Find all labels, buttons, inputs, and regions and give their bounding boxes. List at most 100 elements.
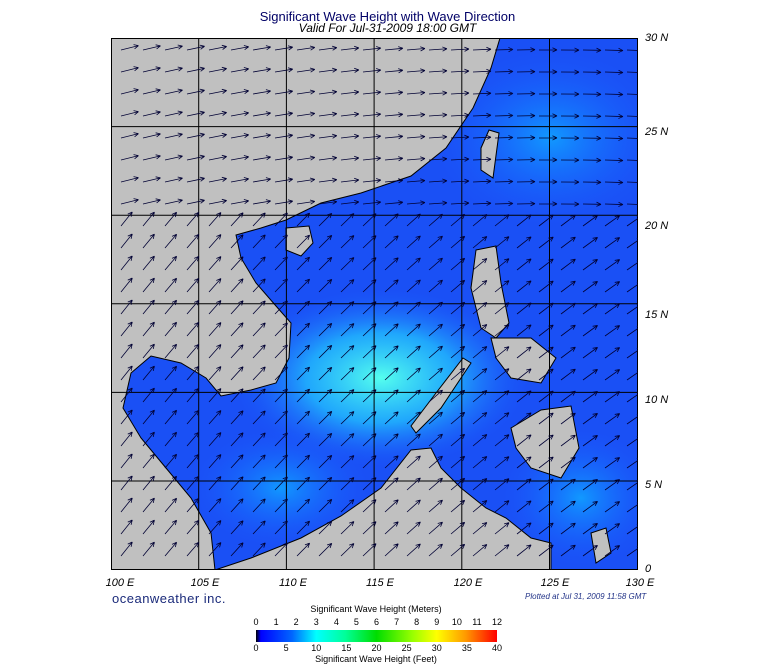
wave-arrow: [296, 177, 316, 183]
wave-arrow: [626, 369, 638, 381]
wave-arrow: [384, 90, 404, 96]
wave-arrow: [472, 434, 488, 447]
wave-arrow: [450, 90, 470, 96]
wave-arrow: [296, 432, 310, 447]
wave-arrow: [538, 544, 554, 557]
wave-arrow: [164, 365, 178, 381]
wave-arrow: [384, 411, 399, 425]
wave-arrow: [604, 457, 621, 469]
wave-arrow: [428, 389, 443, 403]
wave-arrow: [274, 155, 294, 161]
wave-arrow: [252, 454, 266, 469]
wave-arrow: [472, 280, 488, 293]
wave-arrow: [406, 156, 426, 162]
borneo: [214, 447, 552, 570]
wave-arrow: [362, 433, 377, 447]
wave-arrow: [384, 323, 399, 337]
wave-arrow: [208, 542, 222, 557]
wave-arrow: [362, 68, 382, 74]
wave-arrow: [516, 368, 532, 381]
meters-tick: 8: [414, 617, 420, 627]
wave-arrow: [406, 543, 421, 557]
wave-arrow: [230, 89, 249, 95]
wave-arrow: [604, 135, 624, 141]
wave-arrow: [626, 523, 638, 535]
wave-arrow: [362, 156, 382, 162]
wave-arrow: [494, 390, 510, 403]
wave-arrow: [472, 156, 492, 162]
wave-arrow: [230, 111, 249, 117]
wave-arrow: [428, 178, 448, 184]
plotted-timestamp: Plotted at Jul 31, 2009 11:58 GMT: [525, 592, 647, 601]
wave-arrow: [120, 453, 133, 469]
wave-arrow: [120, 88, 139, 95]
wave-arrow: [274, 300, 288, 315]
wave-arrow: [274, 520, 288, 535]
wave-arrow: [472, 134, 492, 140]
wave-arrow: [318, 520, 333, 535]
wave-arrow: [406, 235, 421, 249]
wave-height-map: [111, 38, 638, 570]
wave-arrow: [318, 454, 333, 469]
wave-arrow: [120, 299, 133, 315]
wave-arrow: [560, 214, 576, 227]
wave-arrow: [186, 344, 200, 359]
meters-tick: 9: [434, 617, 440, 627]
wave-arrow: [186, 278, 200, 293]
wave-arrow: [362, 46, 382, 52]
wave-arrow: [362, 112, 382, 118]
wave-arrow: [626, 93, 638, 95]
wave-arrow: [428, 345, 443, 359]
wave-arrow: [626, 49, 638, 51]
wave-arrow: [340, 301, 355, 315]
wave-arrow: [626, 181, 638, 183]
wave-arrow: [186, 542, 200, 557]
wave-arrow: [516, 201, 536, 207]
wave-arrow: [560, 69, 580, 75]
wave-arrow: [604, 201, 624, 207]
wave-arrow: [494, 478, 510, 491]
wave-arrow: [494, 368, 510, 381]
wave-arrow: [164, 198, 183, 205]
wave-arrow: [164, 233, 178, 249]
feet-tick: 25: [401, 643, 412, 653]
wave-arrow: [274, 410, 288, 425]
wave-arrow: [384, 477, 399, 491]
wave-arrow: [296, 256, 310, 271]
lon-label: 110 E: [279, 577, 307, 589]
wave-arrow: [626, 325, 638, 337]
wave-arrow: [142, 431, 155, 447]
wave-arrow: [582, 214, 598, 227]
wave-arrow: [560, 258, 576, 271]
wave-arrow: [494, 258, 510, 271]
wave-arrow: [296, 542, 310, 557]
wave-arrow: [318, 177, 338, 183]
wave-arrow: [472, 412, 488, 425]
wave-arrow: [164, 431, 178, 447]
wave-arrow: [362, 345, 377, 359]
wave-arrow: [384, 156, 404, 162]
wave-arrow: [450, 367, 466, 381]
lat-label: 0: [645, 563, 652, 575]
lat-label: 5 N: [645, 479, 663, 491]
wave-arrow: [406, 134, 426, 140]
wave-arrow: [318, 199, 338, 205]
wave-arrow: [450, 68, 470, 74]
wave-arrow: [472, 456, 488, 469]
wave-arrow: [186, 256, 200, 271]
wave-arrow: [560, 179, 580, 185]
wave-arrow: [362, 257, 377, 271]
wave-arrow: [582, 544, 598, 557]
feet-tick: 40: [491, 643, 502, 653]
wave-arrow: [362, 543, 377, 557]
wave-arrow: [384, 46, 404, 52]
wave-arrow: [538, 157, 558, 163]
wave-arrow: [384, 543, 399, 557]
wave-arrow: [450, 156, 470, 162]
wave-arrow: [604, 413, 621, 425]
wave-arrow: [626, 215, 638, 227]
wave-arrow: [164, 211, 178, 227]
wave-arrow: [164, 519, 178, 535]
meters-tick: 5: [353, 617, 359, 627]
wave-arrow: [494, 302, 510, 315]
